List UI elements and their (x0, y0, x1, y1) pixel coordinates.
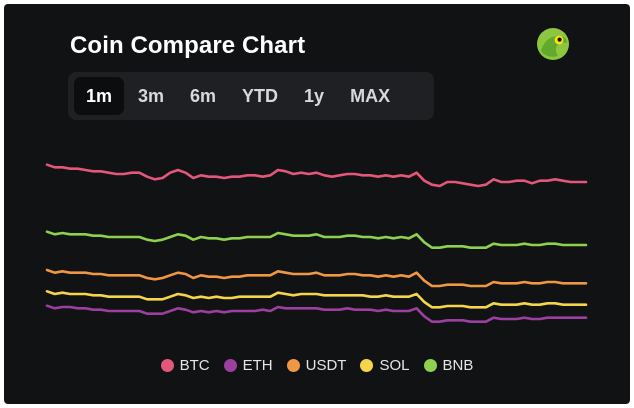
series-line-usdt (45, 268, 588, 288)
legend-item-usdt[interactable]: USDT (286, 357, 347, 374)
time-range-selector: 1m 3m 6m YTD 1y MAX (68, 72, 434, 120)
range-button-1m[interactable]: 1m (74, 77, 125, 115)
legend-item-bnb[interactable]: BNB (423, 357, 474, 374)
legend-label: BNB (442, 357, 474, 374)
chart-card: Coin Compare Chart 1m 3m 6m YTD 1y MAX BTC ETH… (4, 4, 630, 404)
series-line-btc (45, 163, 588, 188)
legend-item-sol[interactable]: SOL (360, 357, 410, 374)
range-button-max[interactable]: MAX (350, 85, 391, 106)
legend-swatch (360, 359, 374, 372)
legend-swatch (223, 359, 237, 372)
series-line-sol (45, 289, 588, 309)
legend-swatch (160, 359, 174, 372)
series-line-bnb (45, 230, 588, 249)
chart-legend: BTC ETH USDT SOL BNB (4, 357, 630, 374)
legend-item-btc[interactable]: BTC (160, 357, 210, 374)
legend-label: ETH (242, 357, 273, 374)
legend-label: BTC (179, 357, 210, 374)
range-button-ytd[interactable]: YTD (242, 85, 279, 106)
logo-pupil (557, 37, 562, 42)
legend-swatch (286, 359, 300, 372)
series-line-eth (45, 304, 588, 324)
line-chart (45, 163, 588, 324)
legend-swatch (423, 359, 437, 372)
gecko-logo-icon (537, 28, 569, 60)
legend-label: USDT (305, 357, 347, 374)
legend-item-eth[interactable]: ETH (223, 357, 273, 374)
range-button-3m[interactable]: 3m (138, 85, 165, 106)
range-button-6m[interactable]: 6m (190, 85, 217, 106)
legend-label: SOL (379, 357, 410, 374)
chart-title: Coin Compare Chart (70, 32, 306, 59)
range-button-1y[interactable]: 1y (304, 85, 325, 106)
